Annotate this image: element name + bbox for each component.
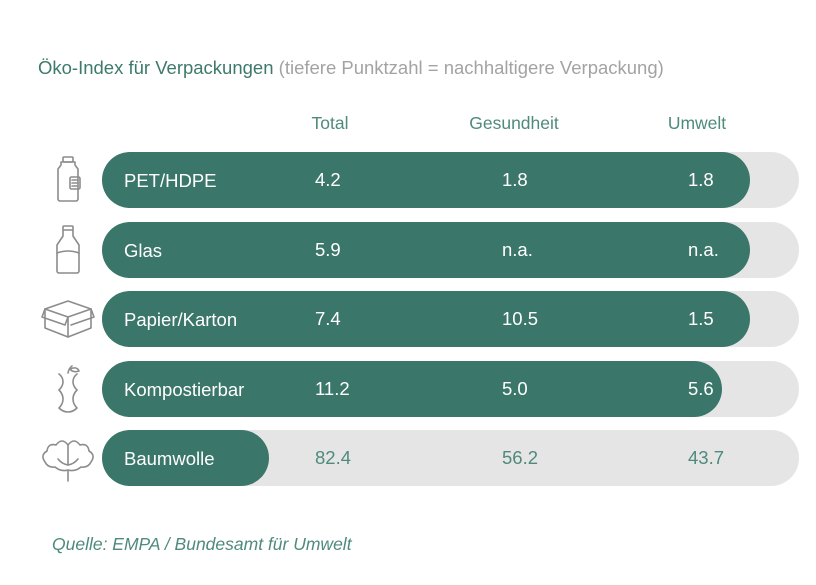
cardboard-box-icon [40,294,96,344]
value-total: 82.4 [315,447,352,468]
column-header-total: Total [311,113,349,133]
value-total: 11.2 [315,378,350,399]
apple-core-icon [40,364,96,414]
value-umwelt: 5.6 [688,378,714,399]
value-gesundheit: 1.8 [502,169,528,190]
bar-track [102,152,799,208]
value-total: 4.2 [315,169,341,190]
value-gesundheit: 5.0 [502,378,528,399]
value-umwelt: n.a. [688,239,719,260]
chart-title-main: Öko-Index für Verpackungen [38,57,274,78]
bar-fill [102,291,750,347]
row-label: PET/HDPE [124,170,217,191]
bar-fill [102,430,269,486]
bar-track [102,291,799,347]
value-umwelt: 1.5 [688,308,714,329]
column-header-umwelt: Umwelt [667,113,727,133]
bar-track [102,222,799,278]
row-label: Glas [124,240,163,261]
row-label: Papier/Karton [124,309,238,330]
chart-title: Öko-Index für Verpackungen (tiefere Punk… [38,57,664,79]
cotton-icon [40,433,96,483]
value-total: 5.9 [315,239,341,260]
value-umwelt: 43.7 [688,447,725,468]
row-label: Baumwolle [124,448,215,469]
table-row: Baumwolle 82.4 56.2 43.7 [0,430,816,486]
value-gesundheit: n.a. [502,239,533,260]
chart-subtitle: (tiefere Punktzahl = nachhaltigere Verpa… [278,57,664,78]
table-row: Papier/Karton 7.4 10.5 1.5 [0,291,816,347]
bar-track [102,430,799,486]
bar-fill [102,222,750,278]
bottle-icon [40,155,96,205]
row-label: Kompostierbar [124,379,245,400]
value-gesundheit: 10.5 [502,308,539,329]
value-gesundheit: 56.2 [502,447,539,468]
bar-fill [102,361,722,417]
value-total: 7.4 [315,308,341,329]
value-umwelt: 1.8 [688,169,714,190]
source-note: Quelle: EMPA / Bundesamt für Umwelt [52,534,352,554]
column-header-gesundheit: Gesundheit [469,113,559,133]
bar-fill [102,152,750,208]
bar-track [102,361,799,417]
milk-bottle-icon [40,225,96,275]
table-row: PET/HDPE 4.2 1.8 1.8 [0,152,816,208]
table-row: Glas 5.9 n.a. n.a. [0,222,816,278]
table-row: Kompostierbar 11.2 5.0 5.6 [0,361,816,417]
